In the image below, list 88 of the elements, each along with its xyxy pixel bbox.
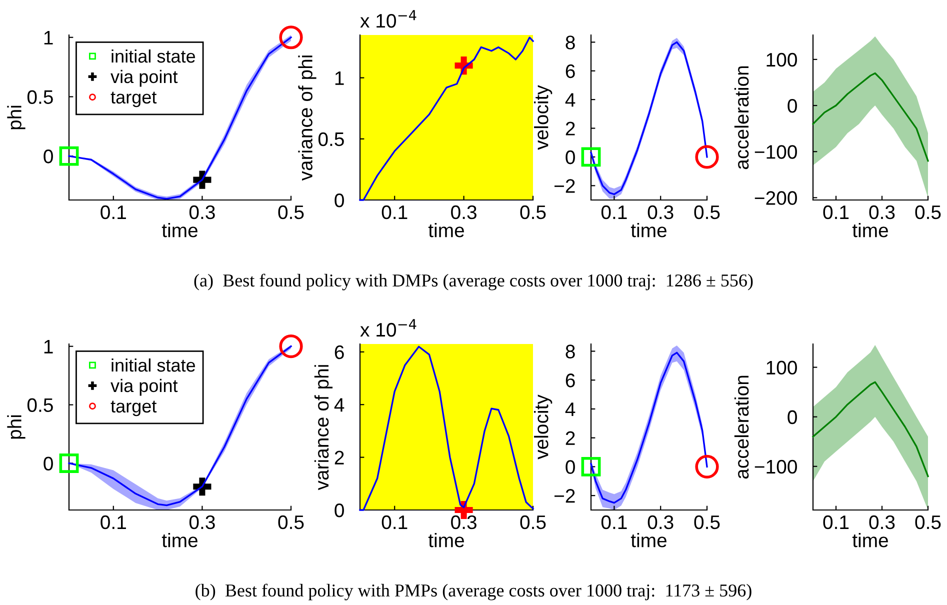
line-series [812, 381, 929, 478]
x-tick-label: 0.1 [382, 205, 408, 220]
x-tick-label: 0.3 [189, 515, 215, 530]
legend-label: target [110, 400, 157, 416]
y-tick-label: 0.5 [27, 90, 53, 104]
text: x 10$^{−4}$ [360, 10, 416, 28]
y-tick-label: 0.5 [318, 132, 344, 146]
y-axis-title: velocity [534, 394, 552, 460]
point [59, 454, 79, 473]
y-tick-label: 6 [566, 374, 575, 388]
y-axis-title: variance of phi [298, 56, 316, 181]
x-tick-label: 0.3 [869, 205, 895, 220]
x-tick-label: 0.1 [601, 515, 627, 530]
y-axis-title: phi [7, 106, 26, 130]
y-tick-label: −100 [754, 460, 797, 474]
legend-label: initial state [112, 358, 196, 372]
x-tick-label: 0.1 [100, 205, 126, 220]
y-axis-title: phi [7, 415, 26, 439]
x-axis-title: time [162, 532, 198, 548]
y-axis-title: acceleration [734, 376, 749, 479]
point [59, 146, 79, 166]
x-tick-label: 0.1 [823, 515, 849, 530]
y-tick-label: 0 [566, 460, 575, 474]
x-axis-title: time [162, 222, 198, 238]
y-tick-label: 6 [334, 345, 344, 360]
y-tick-label: 1 [44, 340, 53, 354]
x-tick-label: 0.1 [601, 205, 627, 220]
y-tick-label: 0 [334, 503, 344, 518]
y-tick-label: 6 [566, 64, 575, 78]
x-tick-label: 0.5 [520, 515, 546, 530]
y-tick-label: 2 [566, 431, 575, 445]
y-tick-label: −2 [554, 489, 575, 503]
x-tick-label: 0.5 [520, 205, 546, 220]
y-tick-label: −2 [554, 179, 575, 193]
y-tick-label: 1 [335, 71, 344, 85]
text: x 10$^{−4}$ [360, 319, 416, 337]
y-tick-label: 8 [566, 36, 575, 50]
x-tick-label: 0.3 [451, 205, 476, 220]
y-axis-title: velocity [534, 85, 552, 150]
y-tick-label: 0 [44, 150, 53, 164]
y-tick-label: 0 [788, 410, 797, 424]
x-tick-label: 0.5 [694, 205, 720, 220]
y-tick-label: −100 [754, 145, 797, 159]
x-axis-title: time [852, 532, 888, 548]
x-tick-label: 0.3 [189, 205, 215, 220]
y-tick-label: 0 [566, 150, 575, 164]
y-tick-label: 4 [334, 398, 344, 412]
point [279, 334, 303, 358]
x-tick-label: 0.1 [823, 205, 849, 220]
x-tick-label: 0.5 [915, 205, 941, 220]
x-tick-label: 0.5 [278, 205, 304, 220]
x-axis-title: time [428, 532, 464, 548]
y-tick-label: 4 [565, 93, 576, 107]
y-tick-label: 100 [766, 360, 797, 375]
x-tick-label: 0.1 [382, 515, 408, 530]
legend-label: via point [110, 378, 178, 396]
y-tick-label: 100 [766, 52, 797, 67]
x-tick-label: 0.1 [100, 515, 126, 530]
x-axis-title: time [428, 222, 464, 238]
y-tick-label: 2 [566, 122, 575, 136]
text: (a) Best found policy with DMPs (average costs over 1000 traj: 1286 ± 556) [194, 274, 753, 290]
legend-label: via point [110, 70, 178, 87]
y-tick-label: 2 [334, 450, 344, 464]
y-tick-label: 0.5 [27, 398, 53, 412]
y-axis-title: variance of phi [314, 365, 333, 490]
text: (b) Best found policy with PMPs (average costs over 1000 traj: 1173 ± 596) [196, 584, 752, 600]
x-axis-title: time [630, 532, 667, 548]
x-tick-label: 0.3 [648, 515, 674, 530]
x-tick-label: 0.3 [451, 515, 476, 530]
x-axis-title: time [630, 222, 667, 238]
y-tick-label: 0 [334, 193, 344, 208]
y-tick-label: 4 [565, 402, 576, 416]
point [279, 26, 303, 50]
y-tick-label: 1 [44, 31, 53, 44]
x-tick-label: 0.5 [278, 515, 304, 530]
y-axis-title: acceleration [734, 66, 749, 170]
x-tick-label: 0.5 [915, 515, 941, 530]
legend-label: initial state [112, 49, 196, 63]
x-tick-label: 0.5 [694, 515, 720, 530]
y-tick-label: 0 [788, 98, 797, 113]
x-tick-label: 0.3 [648, 205, 674, 220]
y-tick-label: 8 [566, 344, 575, 358]
line-series [812, 72, 929, 162]
x-tick-label: 0.3 [869, 515, 895, 530]
x-axis-title: time [852, 222, 888, 238]
legend-label: target [110, 92, 157, 108]
y-tick-label: 0 [44, 456, 53, 470]
y-tick-label: −200 [754, 191, 797, 205]
